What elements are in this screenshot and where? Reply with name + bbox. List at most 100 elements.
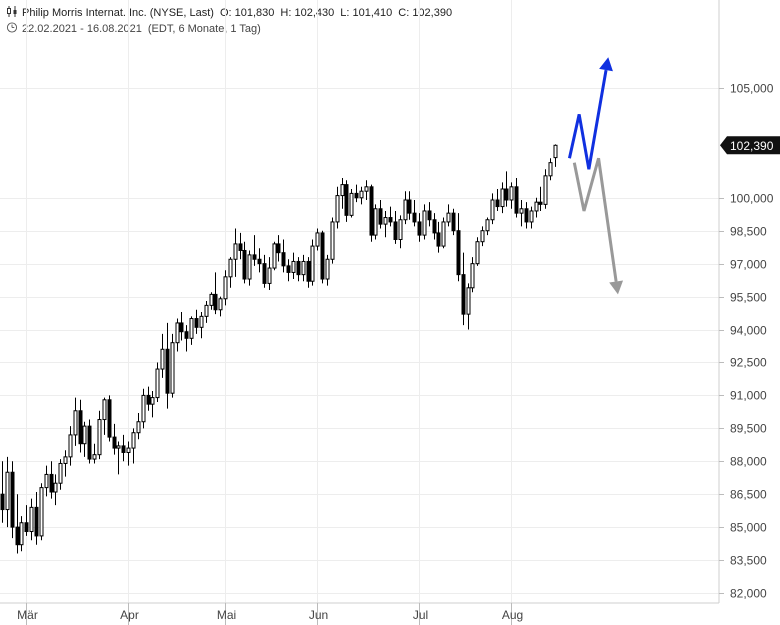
candle [451,208,456,236]
candle [504,171,509,207]
candle [218,296,223,317]
candle-body-up [155,368,160,399]
candle [553,144,558,167]
candle-body-down [121,445,126,453]
candle-body-up [403,199,408,221]
candle-body-up [310,245,315,282]
candle-body-up [490,199,495,221]
badge-shape [720,136,780,155]
candle [121,434,126,462]
candle [209,292,214,310]
candle [92,443,97,464]
candle [150,391,155,418]
candle-body-down [436,232,441,247]
projection-path [567,69,608,170]
candle-body-up [340,184,345,197]
candles-layer [0,144,558,554]
projection-arrow-up [567,57,613,170]
candle [97,410,102,460]
time-axis: Mär Apr Mai Jun Jul Aug [17,603,523,625]
candle [485,217,490,236]
candle [456,213,461,282]
candle-body-up [364,186,369,192]
candle [107,395,112,442]
candle [446,204,451,227]
candle [407,191,412,220]
candle [155,362,160,402]
candle-body-up [301,260,306,276]
price-axis: 82,000 83,500 85,000 86,500 88,000 89,500 91,0… [0,0,774,604]
y-tick-label: 91,000 [730,389,767,403]
candle-body-down [194,318,199,328]
candle-body-down [276,243,281,254]
candle [306,257,311,288]
candle [359,186,364,205]
candle-body-up [373,208,378,236]
candle-body-down [184,331,189,339]
candle [393,210,398,244]
candle-body-down [146,394,151,405]
candle-body-down [49,473,54,493]
candle [325,254,330,286]
last-price-badge: 102,390 [720,136,780,155]
candle [49,461,54,499]
candle-body-up [116,445,121,449]
candle-body-up [534,201,539,212]
y-tick-label: 98,500 [730,225,767,239]
candle [0,461,5,523]
candle [116,441,121,475]
candle [58,459,63,490]
candle-body-up [267,267,272,284]
candle [286,259,291,282]
high-value: 102,430 [294,7,335,19]
candle-body-up [160,348,165,370]
candle-body-down [306,260,311,282]
low-value: 101,410 [352,7,393,19]
candle-body-up [272,243,277,269]
candle-body-up [126,447,131,453]
candle-body-down [378,208,383,225]
candle [500,182,505,214]
candle [301,254,306,282]
candle [281,239,286,273]
candle-body-down [213,293,218,311]
candle [141,388,146,429]
x-tick-label: Mai [217,608,236,622]
candle-body-down [112,436,117,449]
projection-arrowhead [609,280,624,295]
candle-body-down [78,410,83,445]
candle-body-down [165,348,170,394]
candle-body-down [238,243,243,251]
candle [383,210,388,238]
candle [228,257,233,288]
candle [538,186,543,211]
period-info: (EDT, 6 Monate, 1 Tag) [147,23,261,35]
candle-body-up [39,487,44,537]
y-tick-label: 92,500 [730,356,767,370]
candle-body-down [412,212,417,223]
y-tick-label: 82,000 [730,587,767,601]
candle [165,322,170,409]
candle [175,318,180,352]
candle-body-up [44,473,49,489]
y-tick-label: 86,500 [730,488,767,502]
high-label: H: [280,7,292,19]
candle [548,158,553,181]
candle-body-up [199,315,204,328]
candle [136,412,141,440]
candle [519,199,524,227]
candle-body-down [344,184,349,216]
candle-body-up [19,522,24,546]
candle [315,228,320,251]
candle-body-up [53,482,58,493]
chart-grid [0,0,719,603]
candle-body-up [102,399,107,421]
candle-body-up [553,144,558,159]
candle [422,204,427,240]
x-tick-label: Apr [120,608,139,622]
candle-body-down [257,258,262,265]
candle-body-down [179,322,184,333]
candle [398,215,403,249]
candle-body-up [509,186,514,201]
